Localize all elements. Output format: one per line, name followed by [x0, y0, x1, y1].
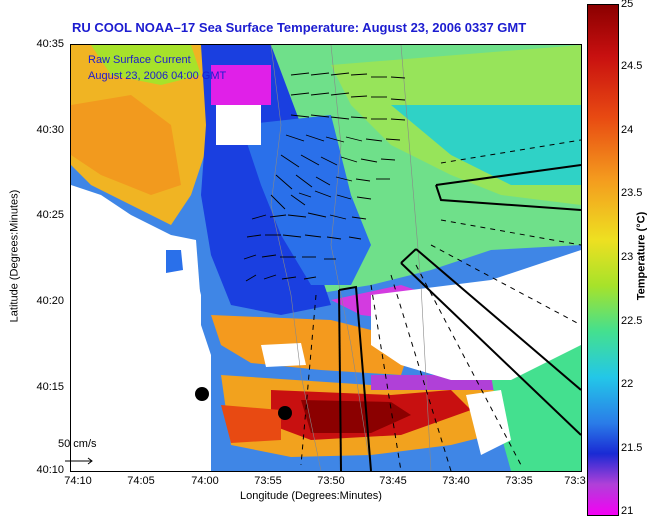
x-tick: 73:45 [379, 475, 407, 487]
colorbar-tick: 23.5 [621, 187, 643, 199]
y-tick: 40:25 [36, 209, 64, 221]
colorbar-tick: 23 [621, 251, 634, 263]
x-tick: 74:10 [64, 475, 92, 487]
x-tick: 74:00 [191, 475, 219, 487]
sst-map [70, 44, 582, 472]
colorbar [587, 4, 619, 516]
x-tick: 73:50 [317, 475, 345, 487]
y-tick: 40:20 [36, 295, 64, 307]
colorbar-tick: 22.5 [621, 315, 643, 327]
sst-field [71, 45, 581, 471]
map-title: RU COOL NOAA–17 Sea Surface Temperature:… [72, 20, 527, 35]
y-tick: 40:10 [36, 464, 64, 476]
scale-arrow-icon [65, 457, 93, 465]
colorbar-tick: 24 [621, 124, 634, 136]
colorbar-tick: 22 [621, 378, 634, 390]
x-tick: 73:3 [564, 475, 586, 487]
colorbar-tick: 24.5 [621, 60, 643, 72]
y-tick: 40:35 [36, 38, 64, 50]
x-tick: 74:05 [127, 475, 155, 487]
x-tick: 73:55 [254, 475, 282, 487]
y-axis-label: Latitude (Degrees:Minutes) [8, 189, 21, 323]
x-tick: 73:40 [442, 475, 470, 487]
colorbar-tick: 21.5 [621, 442, 643, 454]
colorbar-tick: 25 [621, 0, 634, 10]
inset-line-1: Raw Surface Current [88, 54, 191, 66]
y-tick: 40:30 [36, 124, 64, 136]
scale-label: 50 cm/s [58, 438, 97, 450]
x-axis-label: Longitude (Degrees:Minutes) [240, 490, 382, 502]
colorbar-tick: 21 [621, 505, 634, 517]
x-tick: 73:35 [505, 475, 533, 487]
inset-line-2: August 23, 2006 04:00 GMT [88, 70, 227, 82]
current-vectors [243, 72, 406, 282]
y-tick: 40:15 [36, 381, 64, 393]
colorbar-label: Temperature (°C) [635, 211, 648, 301]
